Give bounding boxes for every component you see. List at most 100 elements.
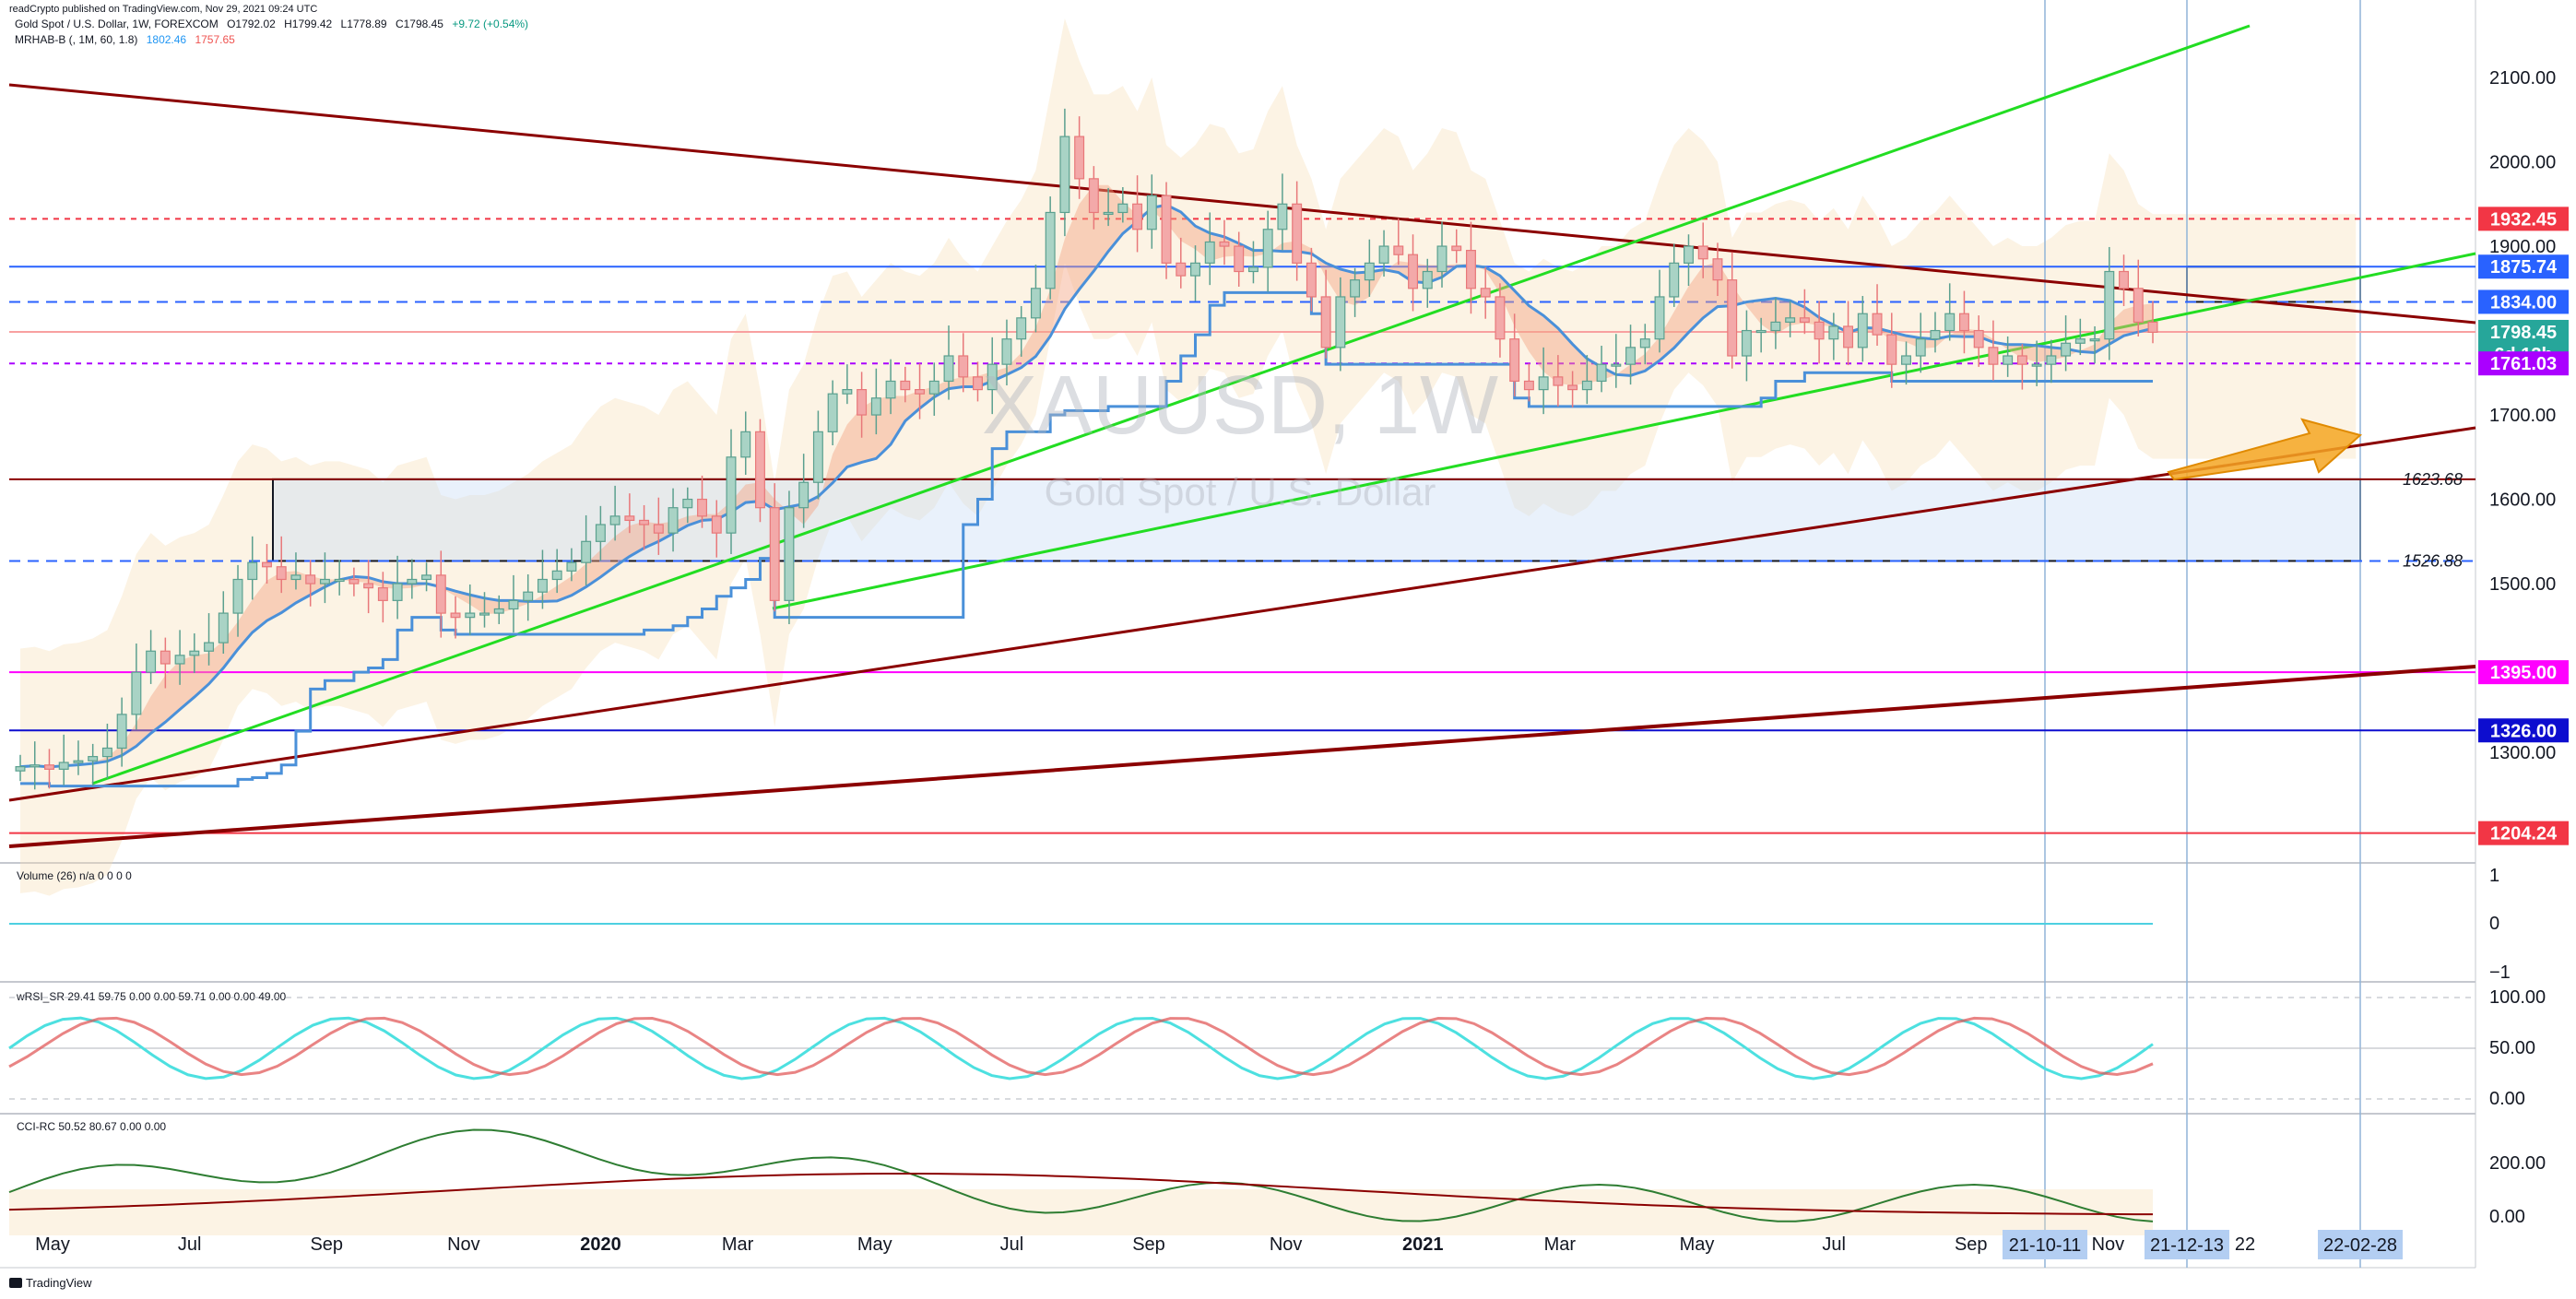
time-marker-label-bg: [2003, 1230, 2087, 1259]
candle-body: [1234, 245, 1245, 273]
candle-body: [1320, 296, 1331, 348]
candle-body: [624, 515, 635, 522]
price-label-bg: [2478, 718, 2569, 743]
candle-body: [639, 519, 650, 526]
candle-body: [711, 515, 722, 534]
price-label-bg: [2478, 660, 2569, 685]
candle-body: [653, 524, 664, 534]
uptrend-line-2: [8, 665, 2476, 848]
time-marker-label-bg: [2318, 1230, 2403, 1259]
candle-body: [2016, 355, 2027, 365]
candle-body: [900, 380, 911, 391]
candle-body: [784, 507, 795, 601]
candle-body: [349, 578, 360, 585]
candle-body: [1741, 329, 1752, 357]
symbol-legend: Gold Spot / U.S. Dollar, 1W, FOREXCOM O1…: [15, 18, 534, 30]
candle-body: [232, 578, 243, 614]
candle-body: [262, 561, 272, 568]
candle-body: [377, 587, 388, 601]
forecast-arrow: [2167, 418, 2363, 481]
candle-body: [1247, 266, 1258, 273]
candle-body: [1364, 262, 1375, 281]
candle-body: [189, 650, 200, 656]
candle-body: [2074, 338, 2086, 344]
candle-body: [523, 591, 534, 601]
support-zone-box: [272, 478, 2361, 562]
candle-body: [1596, 363, 1607, 383]
candle-body: [1465, 250, 1476, 289]
candle-body: [1915, 338, 1926, 357]
candle-body: [2147, 321, 2158, 333]
candle-body: [1828, 325, 1839, 340]
candle-body: [1262, 229, 1273, 268]
price-label: 1798.45: [2490, 323, 2557, 343]
rsi-tick-label: 100.00: [2489, 987, 2546, 1008]
candle-body: [1973, 329, 1984, 348]
candle-body: [1408, 254, 1419, 289]
time-tick-label: Mar: [1544, 1234, 1577, 1255]
tradingview-logo-icon: [9, 1278, 22, 1288]
volume-tick-label: 1: [2489, 866, 2499, 886]
symbol-line: Gold Spot / U.S. Dollar, 1W, FOREXCOM: [15, 18, 219, 30]
time-tick-label: Sep: [1955, 1234, 1988, 1255]
candle-body: [1799, 317, 1810, 324]
ohlc-close: C1798.45: [395, 18, 443, 30]
time-marker-label: 21-10-11: [2009, 1235, 2082, 1256]
candle-body: [1030, 288, 1041, 319]
candle-body: [73, 760, 84, 763]
candle-body: [581, 540, 592, 563]
candle-body: [305, 574, 316, 585]
candle-body: [1901, 355, 1911, 365]
candle-body: [1538, 376, 1549, 391]
stepped-support-line: [20, 290, 2153, 788]
cci-tick-label: 0.00: [2489, 1207, 2525, 1227]
candle-body: [493, 608, 504, 614]
candle-body: [160, 650, 171, 665]
candle-body: [1944, 313, 1956, 332]
candle-body: [204, 642, 215, 652]
candle-body: [1146, 195, 1157, 230]
candle-body: [1988, 347, 1999, 365]
candle-body: [407, 578, 418, 585]
candle-body: [421, 574, 432, 581]
candle-body: [551, 570, 562, 581]
indicator-name: MRHAB-B (, 1M, 60, 1.8): [15, 33, 138, 46]
candle-body: [450, 612, 461, 619]
price-label-bg: [2478, 207, 2569, 231]
candle-body: [508, 599, 519, 610]
candle-body: [1074, 136, 1085, 180]
price-label: 1761.03: [2490, 354, 2557, 374]
price-label: 1395.00: [2490, 663, 2557, 683]
cci-legend: CCI-RC 50.52 80.67 0.00 0.00: [17, 1120, 166, 1133]
time-tick-label: May: [35, 1234, 70, 1255]
price-label: 1834.00: [2490, 292, 2557, 313]
time-tick-label: Jul: [1822, 1234, 1846, 1255]
candle-body: [928, 380, 939, 395]
candle-body: [1378, 245, 1389, 264]
candle-body: [1523, 380, 1534, 391]
candle-body: [1886, 334, 1897, 365]
candle-body: [334, 578, 345, 583]
candle-body: [1611, 363, 1622, 367]
candle-body: [857, 389, 868, 416]
green-channel-bottom: [772, 252, 2476, 610]
candle-body: [1843, 325, 1854, 348]
cci-line: [8, 1128, 2154, 1222]
candle-body: [43, 764, 54, 770]
watermark-name: Gold Spot / U.S. Dollar: [1045, 470, 1436, 514]
candle-body: [754, 431, 765, 509]
candle-body: [1103, 211, 1114, 216]
moving-average-line: [19, 203, 2154, 769]
candle-body: [1088, 178, 1099, 214]
candle-body: [2061, 342, 2072, 357]
level-annotation: 1623.68: [2403, 470, 2463, 489]
candle-body: [1277, 203, 1288, 230]
candle-body: [1857, 313, 1868, 348]
candle-body: [1059, 136, 1070, 214]
rsi-signal-line: [8, 1016, 2154, 1077]
price-tick-label: 1500.00: [2489, 574, 2556, 595]
candle-body: [1436, 245, 1448, 273]
candle-body: [1625, 347, 1637, 365]
candle-body: [798, 481, 809, 509]
